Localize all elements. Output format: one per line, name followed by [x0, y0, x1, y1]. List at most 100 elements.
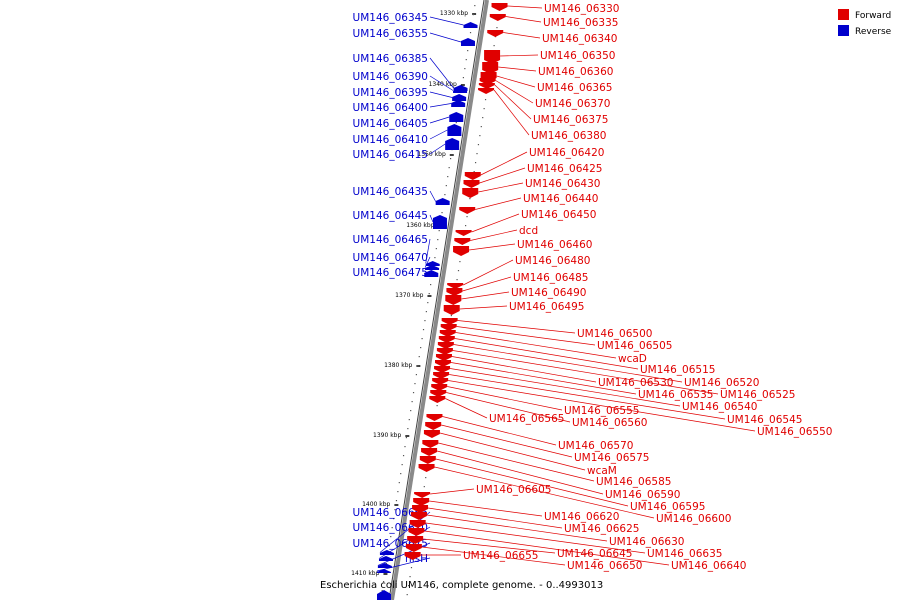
- forward-gene-arrow: [490, 14, 506, 21]
- reverse-gene-label: UM146_06435: [353, 186, 428, 198]
- forward-gene-label: UM146_06335: [543, 17, 618, 29]
- reverse-gene-label: UM146_06465: [353, 234, 428, 246]
- reverse-gene: UM146_06355: [353, 28, 475, 46]
- minor-tick: [485, 99, 486, 100]
- reverse-gene-leader: [430, 191, 436, 202]
- minor-tick: [429, 293, 430, 294]
- minor-tick: [444, 194, 445, 195]
- forward-gene-label: UM146_06515: [640, 364, 715, 376]
- forward-gene-label: UM146_06440: [523, 193, 598, 205]
- forward-gene-label: UM146_06370: [535, 98, 610, 110]
- forward-gene-arrow: [431, 384, 447, 391]
- forward-gene-arrow: [484, 50, 500, 64]
- forward-gene-label: UM146_06425: [527, 163, 602, 175]
- forward-gene-label: UM146_06430: [525, 178, 600, 190]
- minor-tick: [407, 428, 408, 429]
- forward-gene-arrow: [456, 230, 472, 236]
- forward-gene-arrow: [422, 440, 438, 448]
- forward-gene-label: UM146_06330: [544, 3, 619, 15]
- forward-gene-label: UM146_06340: [542, 33, 617, 45]
- forward-gene-arrow: [453, 246, 469, 256]
- reverse-gene-label: UM146_06390: [353, 71, 428, 83]
- forward-gene: UM146_06350: [484, 50, 615, 64]
- forward-gene-leader: [503, 33, 540, 39]
- forward-gene-arrow: [425, 422, 441, 430]
- forward-gene-leader: [430, 489, 474, 494]
- forward-gene: UM146_06330: [492, 3, 620, 15]
- reverse-gene: UM146_06395: [353, 87, 467, 101]
- reverse-gene-arrow: [449, 112, 463, 122]
- minor-tick: [496, 27, 497, 28]
- reverse-gene-leader: [430, 215, 433, 222]
- minor-tick: [412, 401, 413, 402]
- reverse-gene: UM146_06400: [353, 100, 466, 114]
- forward-gene-label: UM146_06585: [596, 476, 671, 488]
- reverse-gene-arrow: [452, 94, 466, 101]
- tick-label: 1410 kbp: [351, 570, 379, 577]
- minor-tick: [475, 162, 476, 163]
- forward-gene-leader: [500, 55, 538, 56]
- forward-gene: UM146_06525: [437, 348, 796, 401]
- minor-tick: [404, 446, 405, 447]
- reverse-gene-label: UM146_06345: [353, 12, 428, 24]
- minor-tick: [407, 594, 408, 595]
- forward-gene-leader: [429, 501, 542, 516]
- tick-label: 1370 kbp: [395, 292, 423, 299]
- minor-tick: [473, 14, 474, 15]
- minor-tick: [399, 482, 400, 483]
- legend-reverse-label: Reverse: [855, 27, 892, 37]
- forward-gene-leader: [472, 214, 519, 232]
- reverse-gene-arrow: [461, 38, 475, 46]
- forward-gene-arrow: [433, 372, 449, 379]
- forward-gene-arrow: [420, 456, 436, 464]
- forward-gene-label: UM146_06575: [574, 452, 649, 464]
- reverse-gene-arrow: [447, 124, 461, 136]
- forward-gene-label: UM146_06595: [630, 501, 705, 513]
- forward-gene-label: UM146_06545: [727, 414, 802, 426]
- forward-gene-leader: [498, 67, 536, 71]
- minor-tick: [424, 486, 425, 487]
- forward-gene: UM146_06565: [429, 396, 564, 425]
- forward-gene-label: UM146_06450: [521, 209, 596, 221]
- forward-gene-leader: [469, 244, 515, 250]
- forward-gene-arrow: [462, 188, 478, 198]
- minor-tick: [426, 311, 427, 312]
- forward-gene-label: UM146_06360: [538, 66, 613, 78]
- forward-gene: UM146_06335: [490, 14, 619, 29]
- minor-tick: [424, 320, 425, 321]
- reverse-gene-arrow: [433, 215, 447, 229]
- forward-gene: UM146_06460: [453, 239, 592, 256]
- minor-tick: [458, 270, 459, 271]
- minor-tick: [441, 212, 442, 213]
- forward-gene: UM146_06605: [414, 484, 551, 498]
- forward-gene-leader: [463, 260, 513, 285]
- forward-gene-arrow: [454, 238, 470, 245]
- minor-tick: [416, 374, 417, 375]
- forward-gene-arrow: [435, 360, 451, 367]
- minor-tick: [403, 455, 404, 456]
- tick-label: 1390 kbp: [373, 432, 401, 439]
- minor-tick: [469, 198, 470, 199]
- forward-gene-arrow: [426, 414, 442, 421]
- forward-gene-leader: [445, 399, 487, 419]
- forward-gene-leader: [441, 425, 572, 457]
- forward-gene-leader: [497, 76, 535, 87]
- forward-gene: UM146_06340: [487, 30, 617, 45]
- minor-tick: [466, 59, 467, 60]
- forward-gene-arrow: [439, 336, 455, 343]
- minor-tick: [484, 108, 485, 109]
- minor-tick: [481, 126, 482, 127]
- forward-gene: UM146_06360: [482, 62, 613, 78]
- forward-gene-label: UM146_06380: [531, 130, 606, 142]
- forward-gene-leader: [458, 321, 575, 334]
- reverse-gene-label: UM146_06385: [353, 53, 428, 65]
- forward-gene-label: UM146_06590: [605, 489, 680, 501]
- minor-tick: [446, 185, 447, 186]
- reverse-gene-arrow: [464, 22, 478, 28]
- reverse-gene-leader: [430, 117, 449, 123]
- reverse-gene: hisH: [377, 553, 430, 573]
- forward-gene-arrow: [440, 330, 456, 337]
- minor-tick: [437, 405, 438, 406]
- forward-gene-label: UM146_06655: [463, 550, 538, 562]
- forward-gene-label: dcd: [519, 225, 538, 237]
